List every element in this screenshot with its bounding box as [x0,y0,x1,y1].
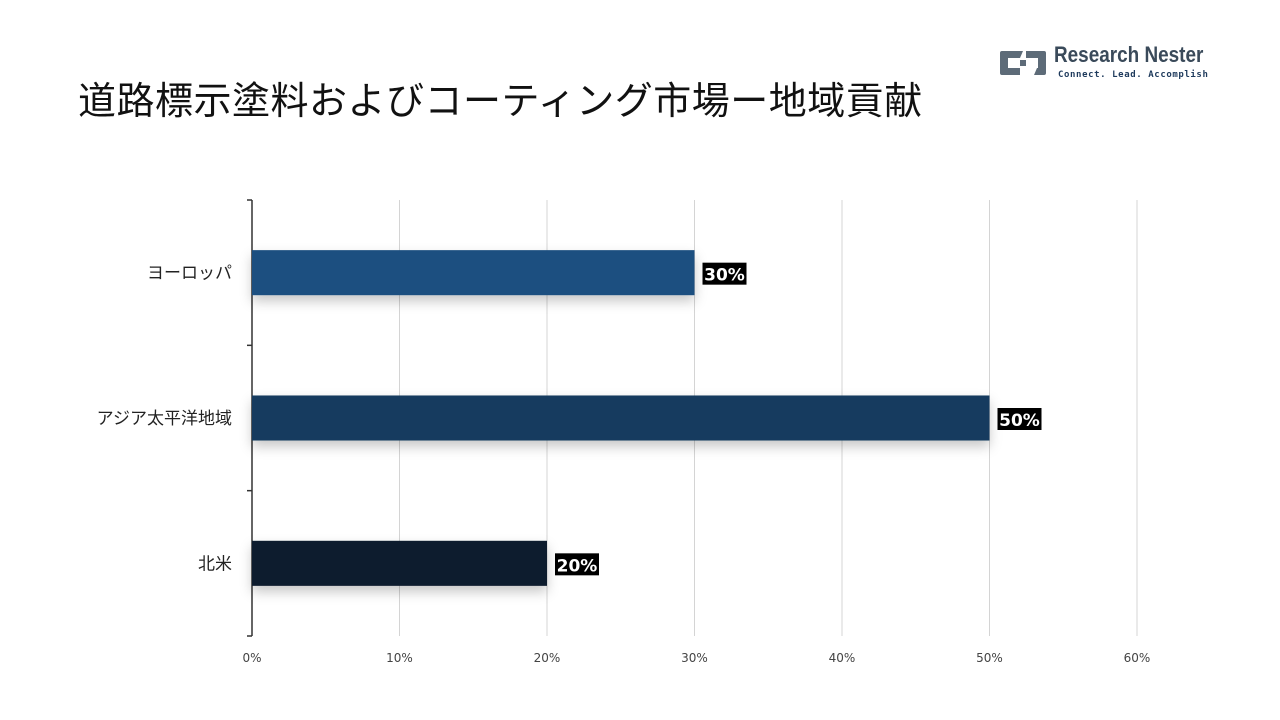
x-tick-label: 40% [829,651,856,665]
logo-name: Research Nester [1054,42,1204,67]
logo-tagline: Connect. Lead. Accomplish [1058,70,1209,80]
research-nester-logo-icon [1000,51,1046,75]
x-tick-label: 50% [976,651,1003,665]
x-tick-label: 0% [242,651,261,665]
bar [252,395,990,441]
bar [252,250,695,296]
data-label: 50% [999,411,1040,431]
data-label-box [702,262,747,285]
chart-title: 道路標示塗料およびコーティング市場ー地域貢献 [78,79,923,123]
labels: 0% 10% 20% 30% 40% 50% 60% ヨーロッパ 30% アジア太平洋地域 50% 北… [97,262,1151,665]
data-label-box [997,408,1042,430]
data-label: 30% [704,266,745,286]
y-axis [247,199,253,637]
bar [252,540,547,586]
brand-logo: Research Nester Connect. Lead. Accomplis… [998,42,1218,84]
bars [252,250,990,586]
x-tick-label: 60% [1124,651,1151,665]
category-label: ヨーロッパ [147,264,232,284]
x-tick-label: 30% [681,651,708,665]
data-label: 20% [557,556,598,576]
category-label: アジア太平洋地域 [97,409,232,429]
category-label: 北米 [198,554,232,574]
x-tick-label: 20% [534,651,561,665]
x-tick-label: 10% [386,651,413,665]
data-label-box [555,553,599,576]
